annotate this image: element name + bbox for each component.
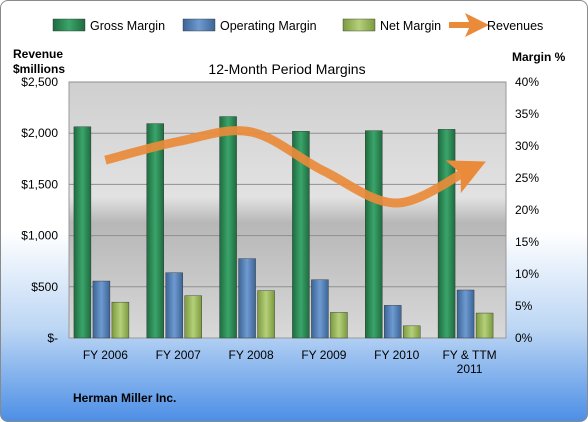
bar-net-margin (330, 312, 348, 339)
legend-label: Operating Margin (220, 19, 317, 33)
right-tick-label: 40% (515, 75, 539, 89)
legend-swatch (342, 18, 376, 32)
right-axis-label: Margin % (512, 50, 566, 64)
bar-operating-margin (311, 279, 329, 339)
chart-title: 12-Month Period Margins (208, 61, 365, 77)
bars-group (73, 116, 494, 339)
bar-gross-margin (437, 129, 456, 339)
x-axis-ticks: FY 2006 FY 2007 FY 2008 FY 2009 FY 2010 FY & … (83, 348, 497, 376)
company-name: Herman Miller Inc. (73, 391, 176, 405)
legend: Gross Margin Operating Margin Net Margin Re… (52, 13, 543, 37)
revenue-line-group (104, 126, 486, 208)
right-tick-label: 0% (515, 331, 533, 345)
bar-operating-margin (92, 280, 111, 339)
right-axis-ticks: 0% 5% 10% 15% 20% 25% 30% 35% 40% (515, 75, 539, 345)
x-tick-label: FY 2010 (374, 348, 419, 362)
legend-label: Gross Margin (90, 19, 165, 33)
bar-operating-margin (456, 289, 475, 339)
legend-label: Net Margin (380, 19, 441, 33)
left-tick-label: $1,500 (21, 177, 58, 191)
left-tick-label: $500 (31, 280, 58, 294)
x-tick-label: FY 2009 (301, 348, 346, 362)
left-tick-label: $2,500 (21, 75, 58, 89)
bar-net-margin (475, 312, 494, 339)
bar-gross-margin (73, 126, 92, 339)
legend-label: Revenues (487, 19, 543, 33)
x-tick-label: 2011 (457, 362, 483, 376)
revenue-line (104, 126, 486, 208)
x-tick-label: FY & TTM (442, 348, 496, 362)
left-axis-label-line2: $millions (13, 62, 65, 76)
bar-net-margin (403, 325, 421, 339)
gridlines (69, 81, 506, 288)
bar-gross-margin (219, 116, 237, 339)
bar-net-margin (111, 301, 130, 339)
bar-gross-margin (146, 123, 164, 339)
bar-operating-margin (384, 305, 402, 339)
bar-net-margin (257, 290, 275, 339)
x-tick-label: FY 2006 (83, 348, 128, 362)
legend-swatch (182, 18, 216, 32)
bar-operating-margin (238, 258, 256, 339)
bar-net-margin (184, 295, 202, 339)
x-tick-label: FY 2008 (229, 348, 274, 362)
bar-gross-margin (292, 131, 310, 339)
right-tick-label: 35% (515, 107, 539, 121)
left-axis-label-line1: Revenue (13, 47, 63, 61)
x-tick-label: FY 2007 (156, 348, 201, 362)
left-tick-label: $2,000 (21, 126, 58, 140)
left-axis-ticks: $- $500 $1,000 $1,500 $2,000 $2,500 (21, 75, 58, 345)
right-tick-label: 30% (515, 139, 539, 153)
left-tick-label: $- (47, 331, 58, 345)
legend-swatch (52, 18, 86, 32)
right-tick-label: 20% (515, 203, 539, 217)
right-tick-label: 5% (515, 299, 533, 313)
right-tick-label: 10% (515, 267, 539, 281)
right-tick-label: 15% (515, 235, 539, 249)
bar-operating-margin (165, 272, 183, 339)
bar-gross-margin (365, 130, 383, 339)
right-tick-label: 25% (515, 171, 539, 185)
left-tick-label: $1,000 (21, 229, 58, 243)
plot-area (68, 81, 507, 339)
